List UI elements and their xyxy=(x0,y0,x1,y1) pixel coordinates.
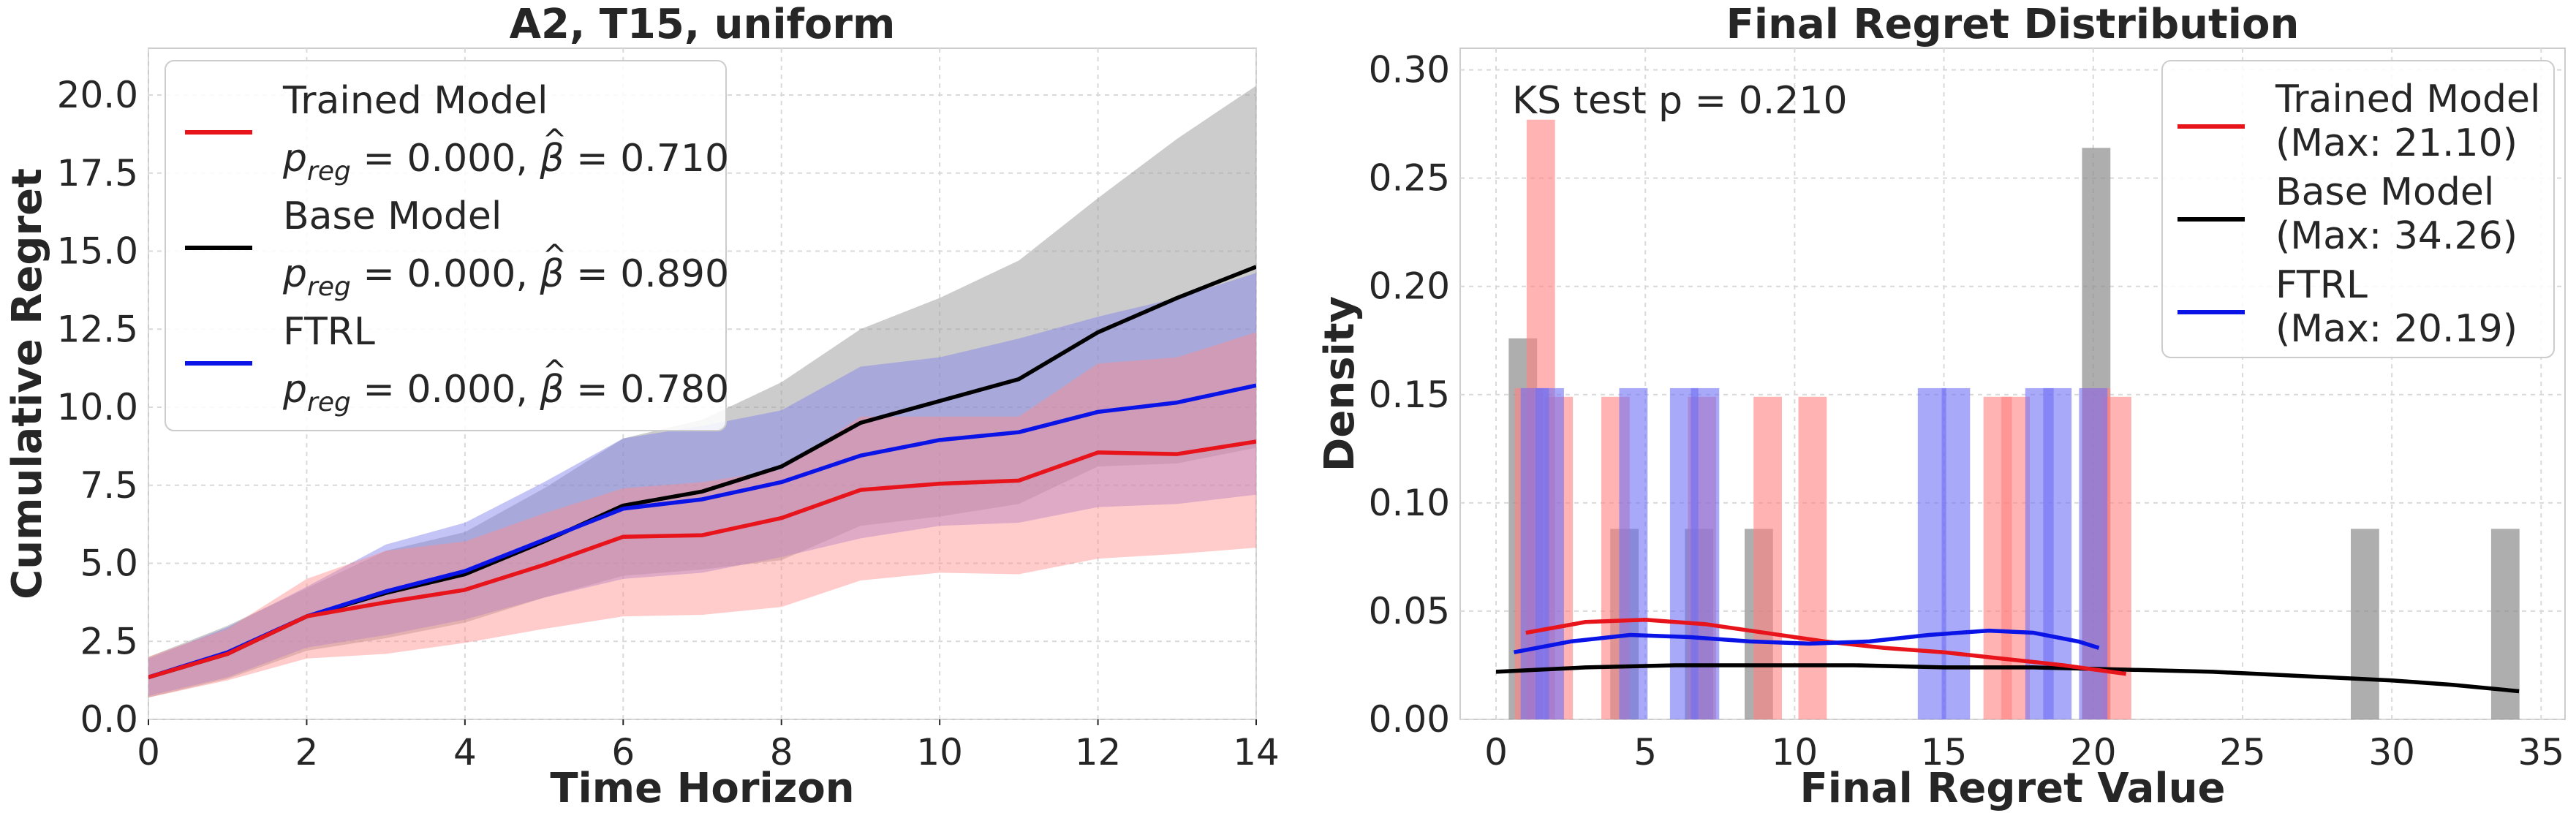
right-x-tick-label: 10 xyxy=(1772,731,1818,773)
right-y-tick-label: 0.00 xyxy=(1369,698,1450,741)
right-chart-title: Final Regret Distribution xyxy=(1726,1,2300,48)
left-x-tick-label: 4 xyxy=(453,731,477,773)
left-y-axis-title: Cumulative Regret xyxy=(4,168,51,599)
right-y-tick-label: 0.05 xyxy=(1369,590,1450,632)
left-legend-stats-ftrl: preg = 0.000, β = 0.780 xyxy=(282,368,729,417)
kde-curve-ftrl xyxy=(1513,628,2100,654)
left-legend-stats-base-model: preg = 0.000, β = 0.890 xyxy=(282,252,729,302)
histogram-bar-ftrl xyxy=(1917,387,1946,719)
right-legend-label-trained-model: Trained Model xyxy=(2275,77,2540,121)
right-y-axis-title: Density xyxy=(1316,296,1364,472)
final-regret-distribution-chart: 0 5 10 15 20 25 30 35 0.00 0.05 0.10 0.15 0.20 0.25 0.… xyxy=(1316,1,2566,812)
stat-p-value: = 0.000, xyxy=(351,137,540,181)
left-x-tick-label: 12 xyxy=(1075,731,1122,773)
right-y-tick-label: 0.10 xyxy=(1369,482,1450,524)
right-y-tick-label: 0.15 xyxy=(1369,374,1450,416)
histogram-bar-ftrl xyxy=(1941,387,1971,719)
left-legend-label-base-model: Base Model xyxy=(283,194,502,238)
stat-p-symbol: p xyxy=(282,137,307,181)
stat-beta-hat: ^ xyxy=(543,124,567,157)
histogram-bar-trained-model xyxy=(2103,396,2131,719)
right-legend-max-ftrl: (Max: 20.19) xyxy=(2275,307,2518,351)
left-x-tick-label: 10 xyxy=(916,731,963,773)
mean-line-trained-model xyxy=(148,439,1256,679)
stat-p-symbol: p xyxy=(282,368,307,412)
left-y-tick-label: 2.5 xyxy=(80,620,138,662)
left-series-layer xyxy=(148,86,1256,698)
left-legend-box xyxy=(165,60,727,431)
kde-curve-base-model xyxy=(1495,663,2520,694)
stat-beta-symbol: β xyxy=(539,137,564,181)
left-y-tick-label: 10.0 xyxy=(57,386,138,428)
right-x-axis-title: Final Regret Value xyxy=(1800,765,2226,812)
stat-p-value: = 0.000, xyxy=(351,252,540,296)
histogram-bar-ftrl xyxy=(2079,387,2108,719)
right-x-tick-label: 35 xyxy=(2518,731,2565,773)
stat-reg-subscript: reg xyxy=(307,156,351,186)
left-y-tick-label: 20.0 xyxy=(57,74,138,116)
stat-beta-value: = 0.780 xyxy=(564,368,730,412)
stat-beta-hat: ^ xyxy=(543,355,567,388)
left-y-tick-label: 5.0 xyxy=(80,542,138,585)
left-y-tick-label: 15.0 xyxy=(57,230,138,273)
right-x-tick-label: 20 xyxy=(2070,731,2117,773)
right-legend-max-base-model: (Max: 34.26) xyxy=(2275,214,2518,258)
right-legend-label-ftrl: FTRL xyxy=(2275,263,2368,307)
confidence-band-base-model xyxy=(148,86,1256,698)
stat-beta-value: = 0.890 xyxy=(564,252,730,296)
right-x-tick-label: 15 xyxy=(1921,731,1968,773)
stat-beta-symbol: β xyxy=(539,368,564,412)
left-chart-title: A2, T15, uniform xyxy=(510,1,896,48)
left-x-tick-label: 8 xyxy=(770,731,793,773)
left-y-tick-label: 0.0 xyxy=(80,698,138,741)
right-x-tick-label: 5 xyxy=(1633,731,1657,773)
stat-beta-value: = 0.710 xyxy=(564,137,730,181)
mean-line-ftrl xyxy=(148,383,1256,679)
left-y-tick-label: 17.5 xyxy=(57,152,138,194)
left-y-tick-label: 7.5 xyxy=(80,464,138,507)
right-x-tick-label: 30 xyxy=(2368,731,2415,773)
histogram-bar-ftrl xyxy=(1536,387,1564,719)
confidence-band-ftrl xyxy=(148,273,1256,696)
right-y-tick-label: 0.20 xyxy=(1369,265,1450,308)
cumulative-regret-chart: 0 2 4 6 8 10 12 14 0.0 2.5 5.0 7.5 10.0 12.5 15.0 17.5 2… xyxy=(4,1,1280,812)
left-y-tick-label: 12.5 xyxy=(57,308,138,350)
confidence-band-trained-model xyxy=(148,332,1256,698)
ks-test-annotation: KS test p = 0.210 xyxy=(1512,79,1848,123)
right-series-layer xyxy=(1495,119,2520,719)
left-legend-label-ftrl: FTRL xyxy=(283,310,375,354)
right-legend-box xyxy=(2161,60,2555,358)
left-x-tick-label: 6 xyxy=(611,731,635,773)
right-y-tick-label: 0.25 xyxy=(1369,157,1450,200)
histogram-bar-ftrl xyxy=(1619,387,1648,719)
right-x-tick-label: 0 xyxy=(1484,731,1508,773)
left-legend-label-trained-model: Trained Model xyxy=(282,79,548,123)
left-x-tick-label: 14 xyxy=(1233,731,1280,773)
left-legend-stats-trained-model: preg = 0.000, β = 0.710 xyxy=(282,137,729,186)
stat-reg-subscript: reg xyxy=(307,387,351,417)
right-y-tick-label: 0.30 xyxy=(1369,49,1450,91)
stat-p-symbol: p xyxy=(282,252,307,296)
histogram-bar-ftrl xyxy=(1691,387,1720,719)
right-legend: Trained Model(Max: 21.10)Base Model(Max:… xyxy=(2161,60,2555,358)
right-x-tick-label: 25 xyxy=(2219,731,2266,773)
histogram-bar-base-model xyxy=(2350,529,2379,719)
stat-beta-symbol: β xyxy=(539,252,564,296)
stat-reg-subscript: reg xyxy=(307,272,351,302)
left-x-tick-label: 0 xyxy=(137,731,160,773)
right-legend-label-base-model: Base Model xyxy=(2275,170,2494,214)
left-x-tick-label: 2 xyxy=(295,731,319,773)
histogram-bar-trained-model xyxy=(1798,396,1827,719)
left-x-axis-title: Time Horizon xyxy=(550,765,854,812)
histogram-bar-trained-model xyxy=(1753,396,1783,719)
stat-beta-hat: ^ xyxy=(543,239,567,273)
stat-p-value: = 0.000, xyxy=(351,368,540,412)
right-legend-max-trained-model: (Max: 21.10) xyxy=(2275,121,2518,165)
